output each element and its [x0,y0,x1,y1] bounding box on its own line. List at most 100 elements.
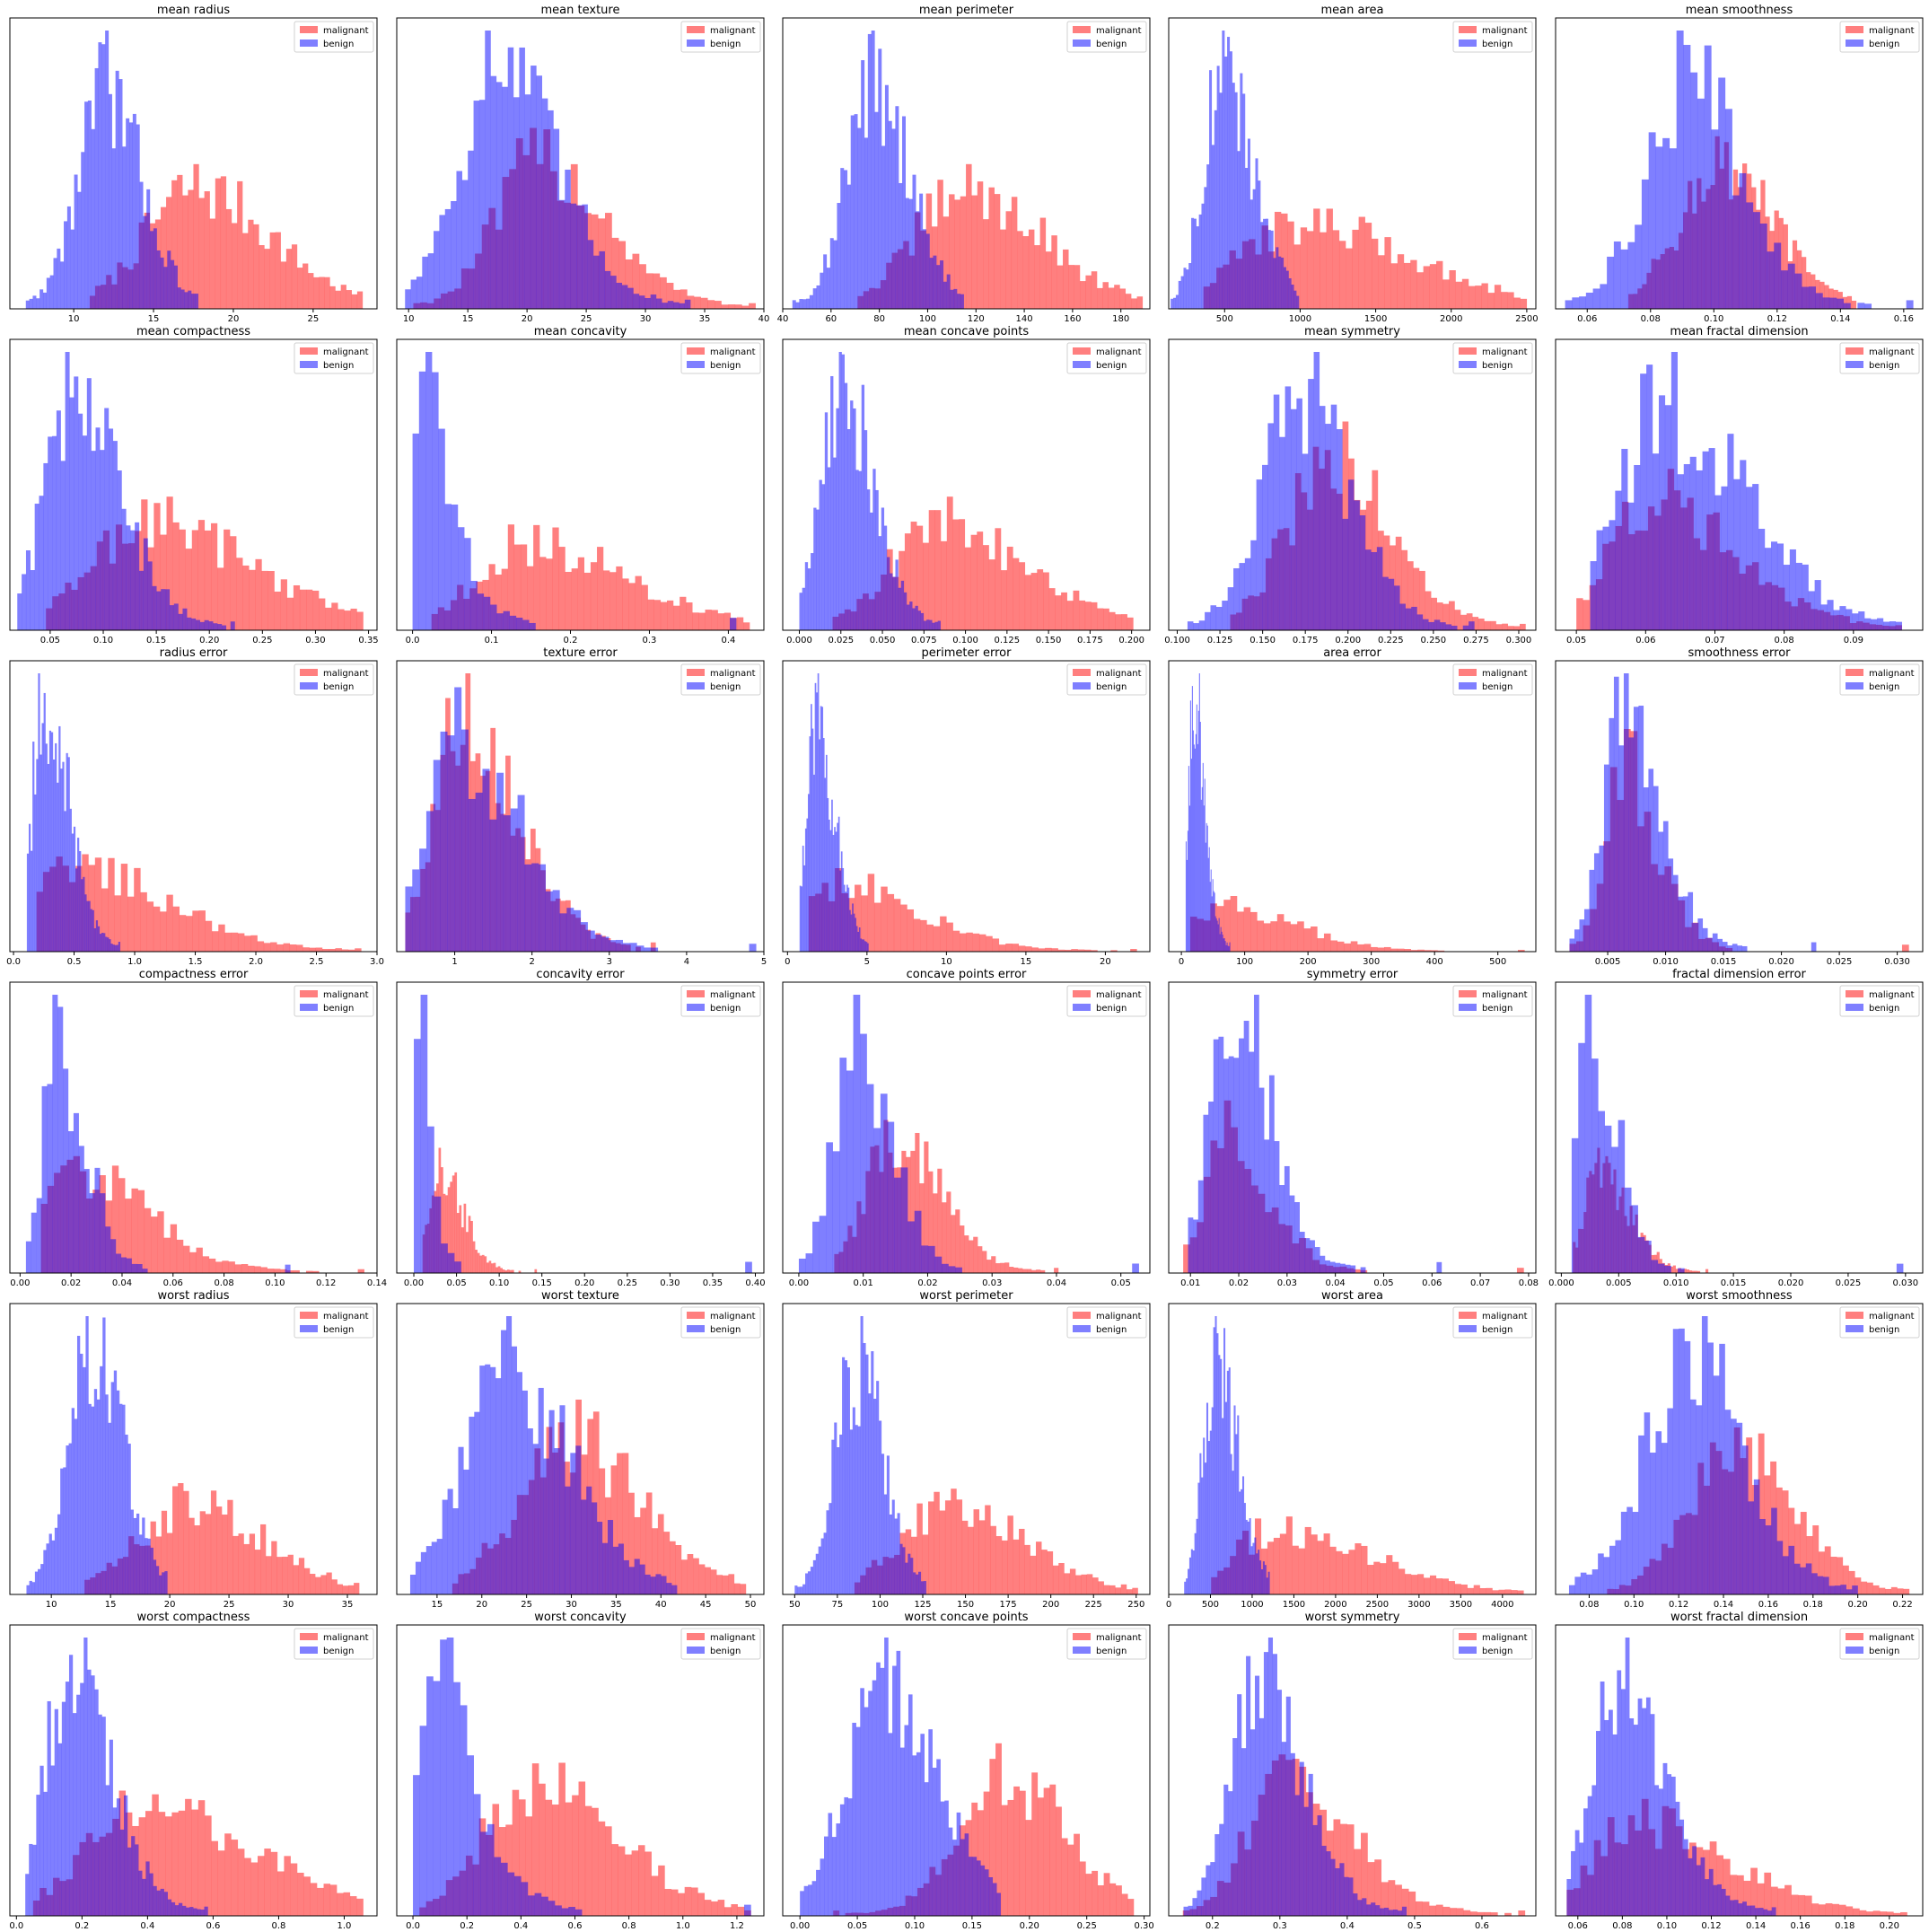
benign-bar [1237,151,1241,309]
malignant-bar [681,1559,688,1594]
benign-bar [852,903,854,952]
malignant-bar [244,935,251,952]
legend-label-benign: benign [1482,40,1513,49]
malignant-bar [1054,1268,1059,1273]
benign-bar [1771,541,1778,630]
benign-bar [186,1907,190,1916]
malignant-bar [231,1840,239,1916]
malignant-bar [210,523,218,630]
malignant-bar [680,596,687,630]
malignant-bar [171,180,178,309]
benign-bar [1696,1405,1703,1594]
malignant-bar [1125,294,1132,309]
benign-bar [887,1121,895,1273]
malignant-bar [723,612,732,630]
malignant-bar [144,1208,152,1273]
benign-bar [109,428,114,630]
malignant-bar [1392,1561,1399,1594]
benign-bar [1596,1731,1600,1916]
malignant-bar [1470,1911,1477,1916]
malignant-bar [237,180,243,309]
benign-bar [1189,700,1191,952]
malignant-bar [1854,1577,1862,1594]
benign-bar [609,940,617,952]
malignant-bar [1311,926,1318,952]
malignant-bar [297,1872,304,1916]
benign-bar [908,1553,911,1594]
benign-bar [43,1791,48,1916]
malignant-bar [545,1799,553,1916]
benign-bar [794,1585,798,1594]
x-tick-label: 0.0 [6,957,21,967]
malignant-bar [335,948,342,952]
malignant-bar [1223,900,1231,952]
benign-bar [1205,1462,1207,1594]
axes-frame [1555,1624,1924,1917]
x-tick-label: 1.2 [730,1921,744,1931]
benign-bar [865,942,868,952]
malignant-bar [502,1269,505,1273]
malignant-bar [992,938,1000,952]
benign-bar [808,1884,812,1916]
malignant-bar [1057,265,1064,309]
malignant-bar [671,1889,679,1916]
malignant-bar [1337,941,1345,952]
malignant-bar [488,1260,492,1273]
benign-bar [1840,1585,1846,1594]
x-tick-label: 180 [1112,314,1129,324]
benign-bar [1217,924,1219,952]
benign-bar [1262,1561,1265,1594]
benign-bar [575,1445,582,1594]
malignant-bar [1520,298,1528,309]
benign-bar [915,605,918,630]
benign-bar [1697,98,1705,309]
legend-label-benign: benign [1869,682,1899,692]
benign-bar [1200,799,1202,952]
benign-bar [182,1905,187,1916]
benign-bar [1344,1876,1349,1916]
benign-bar [898,587,901,630]
benign-bar [914,1210,922,1273]
malignant-bar [1374,1859,1382,1916]
benign-bar [524,94,531,309]
benign-bar [1263,1652,1269,1916]
malignant-bar [1417,1574,1425,1594]
x-tick-label: 0.025 [1827,957,1853,967]
x-tick-label: 0.025 [1836,1278,1862,1288]
malignant-bar [1326,208,1333,309]
malignant-bar [270,942,277,952]
benign-bar [1201,1477,1204,1594]
malignant-bar [356,291,364,309]
legend-swatch-malignant [687,1633,705,1640]
benign-bar [58,725,61,952]
x-tick-label: 0.04 [112,1278,132,1288]
malignant-bar [1043,1787,1050,1916]
malignant-bar [941,540,947,630]
x-tick-label: 0.10 [1624,1600,1644,1610]
benign-bar [108,93,112,309]
benign-bar [655,1574,662,1594]
malignant-bar [625,1854,632,1916]
malignant-bar [1842,1565,1849,1594]
benign-bar [857,931,860,952]
legend-swatch-malignant [300,669,318,676]
malignant-bar [1851,300,1857,309]
benign-bar [1733,479,1740,630]
x-tick-label: 0.100 [1164,636,1190,645]
x-tick-label: 35 [342,1600,354,1610]
benign-bar [1750,1905,1756,1916]
benign-bar [285,1264,291,1273]
x-tick-label: 0.2 [75,1921,89,1931]
x-tick-label: 300 [1363,957,1380,967]
benign-bar [1701,1316,1708,1594]
malignant-bar [1830,1556,1837,1594]
benign-bar [936,265,941,309]
x-tick-label: 45 [700,1600,712,1610]
legend-swatch-benign [300,361,318,368]
malignant-bar [459,1205,462,1273]
benign-bar [1204,778,1206,952]
malignant-bar [951,1489,957,1594]
benign-bar [490,75,497,310]
benign-bar [530,66,537,310]
